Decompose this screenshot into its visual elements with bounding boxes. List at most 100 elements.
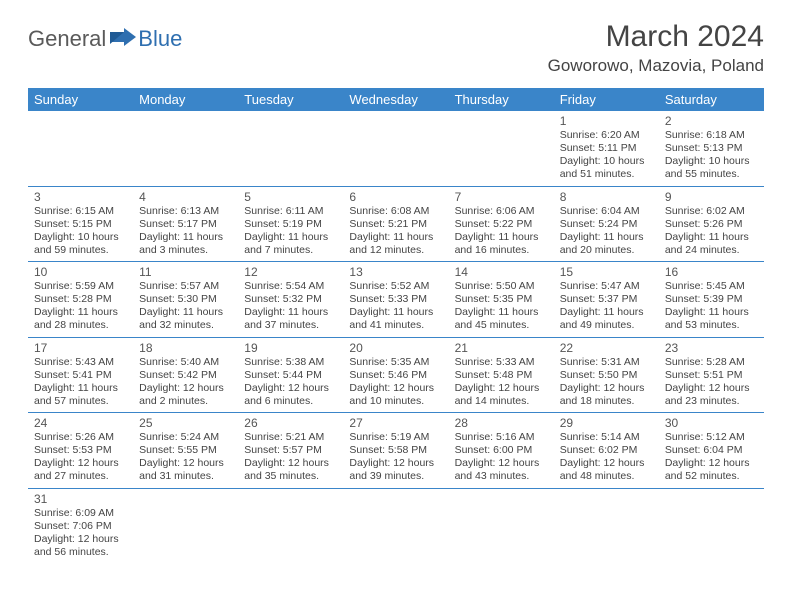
weekday-header: Sunday [28, 88, 133, 111]
daylight-line: Daylight: 12 hours and 6 minutes. [244, 382, 337, 408]
daylight-line: Daylight: 12 hours and 43 minutes. [455, 457, 548, 483]
day-number: 2 [665, 114, 758, 128]
calendar-table: Sunday Monday Tuesday Wednesday Thursday… [28, 88, 764, 563]
sunset-line: Sunset: 5:48 PM [455, 369, 548, 382]
day-number: 23 [665, 341, 758, 355]
day-number: 29 [560, 416, 653, 430]
calendar-cell: 17Sunrise: 5:43 AMSunset: 5:41 PMDayligh… [28, 337, 133, 413]
calendar-cell: 16Sunrise: 5:45 AMSunset: 5:39 PMDayligh… [659, 262, 764, 338]
daylight-line: Daylight: 10 hours and 51 minutes. [560, 155, 653, 181]
calendar-cell: 14Sunrise: 5:50 AMSunset: 5:35 PMDayligh… [449, 262, 554, 338]
calendar-cell: 31Sunrise: 6:09 AMSunset: 7:06 PMDayligh… [28, 488, 133, 563]
weekday-header: Tuesday [238, 88, 343, 111]
sunrise-line: Sunrise: 5:35 AM [349, 356, 442, 369]
sunset-line: Sunset: 5:39 PM [665, 293, 758, 306]
calendar-cell [449, 111, 554, 186]
daylight-line: Daylight: 10 hours and 59 minutes. [34, 231, 127, 257]
sunset-line: Sunset: 5:17 PM [139, 218, 232, 231]
sunrise-line: Sunrise: 5:47 AM [560, 280, 653, 293]
day-number: 7 [455, 190, 548, 204]
weekday-header: Friday [554, 88, 659, 111]
sunset-line: Sunset: 5:53 PM [34, 444, 127, 457]
sunset-line: Sunset: 5:11 PM [560, 142, 653, 155]
day-number: 4 [139, 190, 232, 204]
calendar-cell: 6Sunrise: 6:08 AMSunset: 5:21 PMDaylight… [343, 186, 448, 262]
daylight-line: Daylight: 11 hours and 20 minutes. [560, 231, 653, 257]
calendar-cell: 3Sunrise: 6:15 AMSunset: 5:15 PMDaylight… [28, 186, 133, 262]
sunset-line: Sunset: 5:24 PM [560, 218, 653, 231]
title-block: March 2024 Goworowo, Mazovia, Poland [548, 20, 764, 76]
daylight-line: Daylight: 12 hours and 39 minutes. [349, 457, 442, 483]
calendar-cell: 18Sunrise: 5:40 AMSunset: 5:42 PMDayligh… [133, 337, 238, 413]
sunrise-line: Sunrise: 6:04 AM [560, 205, 653, 218]
calendar-cell: 24Sunrise: 5:26 AMSunset: 5:53 PMDayligh… [28, 413, 133, 489]
sunrise-line: Sunrise: 5:40 AM [139, 356, 232, 369]
calendar-cell: 28Sunrise: 5:16 AMSunset: 6:00 PMDayligh… [449, 413, 554, 489]
calendar-row: 3Sunrise: 6:15 AMSunset: 5:15 PMDaylight… [28, 186, 764, 262]
sunset-line: Sunset: 5:35 PM [455, 293, 548, 306]
calendar-cell [554, 488, 659, 563]
sunrise-line: Sunrise: 5:57 AM [139, 280, 232, 293]
calendar-cell [133, 111, 238, 186]
sunset-line: Sunset: 5:15 PM [34, 218, 127, 231]
calendar-row: 17Sunrise: 5:43 AMSunset: 5:41 PMDayligh… [28, 337, 764, 413]
sunrise-line: Sunrise: 5:54 AM [244, 280, 337, 293]
day-number: 15 [560, 265, 653, 279]
calendar-body: 1Sunrise: 6:20 AMSunset: 5:11 PMDaylight… [28, 111, 764, 563]
flag-icon [110, 28, 136, 46]
sunset-line: Sunset: 5:42 PM [139, 369, 232, 382]
day-number: 22 [560, 341, 653, 355]
sunrise-line: Sunrise: 5:14 AM [560, 431, 653, 444]
day-number: 11 [139, 265, 232, 279]
day-number: 30 [665, 416, 758, 430]
daylight-line: Daylight: 11 hours and 7 minutes. [244, 231, 337, 257]
day-number: 28 [455, 416, 548, 430]
daylight-line: Daylight: 11 hours and 16 minutes. [455, 231, 548, 257]
sunset-line: Sunset: 6:04 PM [665, 444, 758, 457]
sunset-line: Sunset: 5:51 PM [665, 369, 758, 382]
calendar-cell [449, 488, 554, 563]
sunset-line: Sunset: 5:33 PM [349, 293, 442, 306]
sunrise-line: Sunrise: 5:12 AM [665, 431, 758, 444]
sunset-line: Sunset: 5:57 PM [244, 444, 337, 457]
daylight-line: Daylight: 11 hours and 53 minutes. [665, 306, 758, 332]
calendar-cell: 7Sunrise: 6:06 AMSunset: 5:22 PMDaylight… [449, 186, 554, 262]
calendar-cell [659, 488, 764, 563]
sunrise-line: Sunrise: 5:19 AM [349, 431, 442, 444]
day-number: 14 [455, 265, 548, 279]
daylight-line: Daylight: 11 hours and 41 minutes. [349, 306, 442, 332]
calendar-cell: 23Sunrise: 5:28 AMSunset: 5:51 PMDayligh… [659, 337, 764, 413]
weekday-header-row: Sunday Monday Tuesday Wednesday Thursday… [28, 88, 764, 111]
daylight-line: Daylight: 12 hours and 10 minutes. [349, 382, 442, 408]
calendar-row: 24Sunrise: 5:26 AMSunset: 5:53 PMDayligh… [28, 413, 764, 489]
sunrise-line: Sunrise: 6:18 AM [665, 129, 758, 142]
sunset-line: Sunset: 5:50 PM [560, 369, 653, 382]
header: General Blue March 2024 Goworowo, Mazovi… [28, 20, 764, 76]
calendar-cell: 1Sunrise: 6:20 AMSunset: 5:11 PMDaylight… [554, 111, 659, 186]
daylight-line: Daylight: 11 hours and 32 minutes. [139, 306, 232, 332]
daylight-line: Daylight: 12 hours and 23 minutes. [665, 382, 758, 408]
calendar-cell: 27Sunrise: 5:19 AMSunset: 5:58 PMDayligh… [343, 413, 448, 489]
day-number: 13 [349, 265, 442, 279]
calendar-cell: 25Sunrise: 5:24 AMSunset: 5:55 PMDayligh… [133, 413, 238, 489]
daylight-line: Daylight: 11 hours and 3 minutes. [139, 231, 232, 257]
sunrise-line: Sunrise: 6:20 AM [560, 129, 653, 142]
day-number: 16 [665, 265, 758, 279]
location: Goworowo, Mazovia, Poland [548, 56, 764, 76]
daylight-line: Daylight: 12 hours and 52 minutes. [665, 457, 758, 483]
daylight-line: Daylight: 12 hours and 18 minutes. [560, 382, 653, 408]
day-number: 25 [139, 416, 232, 430]
calendar-row: 31Sunrise: 6:09 AMSunset: 7:06 PMDayligh… [28, 488, 764, 563]
day-number: 18 [139, 341, 232, 355]
logo-text-blue: Blue [138, 26, 182, 52]
day-number: 24 [34, 416, 127, 430]
calendar-cell [238, 488, 343, 563]
daylight-line: Daylight: 11 hours and 49 minutes. [560, 306, 653, 332]
sunrise-line: Sunrise: 5:52 AM [349, 280, 442, 293]
daylight-line: Daylight: 11 hours and 45 minutes. [455, 306, 548, 332]
calendar-row: 1Sunrise: 6:20 AMSunset: 5:11 PMDaylight… [28, 111, 764, 186]
sunset-line: Sunset: 5:55 PM [139, 444, 232, 457]
calendar-cell: 11Sunrise: 5:57 AMSunset: 5:30 PMDayligh… [133, 262, 238, 338]
calendar-cell: 2Sunrise: 6:18 AMSunset: 5:13 PMDaylight… [659, 111, 764, 186]
sunset-line: Sunset: 5:44 PM [244, 369, 337, 382]
